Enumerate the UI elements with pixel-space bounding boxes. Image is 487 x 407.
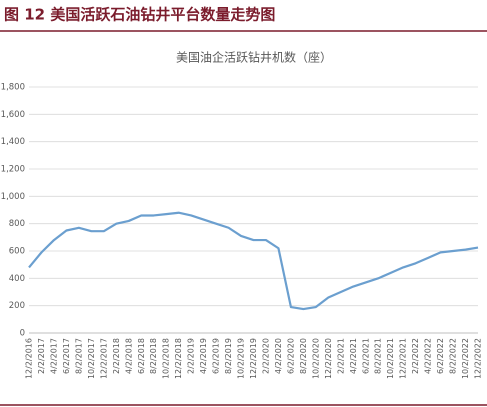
- y-tick-label: 1,800: [1, 83, 25, 93]
- y-tick-label: 800: [9, 219, 25, 229]
- x-tick-label: 8/2/2019: [224, 338, 233, 374]
- x-tick-label: 2/2/2021: [336, 338, 345, 374]
- x-tick-label: 12/2/2021: [399, 338, 408, 379]
- x-tick-label: 6/2/2018: [137, 338, 146, 374]
- x-tick-label: 4/2/2019: [199, 338, 208, 374]
- x-tick-label: 6/2/2019: [212, 338, 221, 374]
- y-tick-label: 1,200: [1, 165, 25, 175]
- x-tick-label: 10/2/2021: [386, 338, 395, 379]
- x-tick-label: 12/2/2020: [324, 338, 333, 379]
- x-tick-label: 12/2/2022: [474, 338, 483, 379]
- chart-title: 美国油企活跃钻井机数（座）: [176, 50, 332, 65]
- x-tick-label: 10/2/2019: [237, 338, 246, 379]
- figure-title: 图 12 美国活跃石油钻井平台数量走势图: [4, 6, 275, 24]
- y-tick-label: 200: [9, 301, 25, 311]
- x-tick-label: 10/2/2018: [162, 338, 171, 379]
- x-tick-label: 2/2/2020: [261, 338, 270, 374]
- x-tick-label: 4/2/2022: [424, 338, 433, 374]
- x-tick-label: 8/2/2022: [449, 338, 458, 374]
- x-tick-label: 4/2/2020: [274, 338, 283, 374]
- data-line: [28, 211, 479, 311]
- x-tick-label: 8/2/2020: [299, 338, 308, 374]
- x-tick-label: 6/2/2022: [436, 338, 445, 374]
- x-tick-label: 2/2/2017: [37, 338, 46, 374]
- y-tick-label: 1,400: [1, 137, 25, 147]
- y-tick-label: 1,000: [1, 192, 25, 202]
- x-tick-label: 8/2/2017: [74, 338, 83, 374]
- x-tick-label: 6/2/2020: [286, 338, 295, 374]
- x-tick-label: 2/2/2022: [411, 338, 420, 374]
- y-tick-label: 0: [20, 329, 25, 339]
- x-tick-label: 12/2/2016: [25, 338, 34, 379]
- x-tick-label: 6/2/2021: [361, 338, 370, 374]
- x-tick-label: 10/2/2022: [461, 338, 470, 379]
- x-tick-label: 4/2/2017: [49, 338, 58, 374]
- x-tick-label: 12/2/2019: [249, 338, 258, 379]
- y-tick-label: 600: [9, 247, 25, 257]
- x-tick-label: 2/2/2019: [187, 338, 196, 374]
- y-tick-label: 1,600: [1, 110, 25, 120]
- x-tick-label: 8/2/2018: [149, 338, 158, 374]
- x-tick-label: 10/2/2017: [87, 338, 96, 379]
- x-tick-label: 4/2/2021: [349, 338, 358, 374]
- x-tick-label: 6/2/2017: [62, 338, 71, 374]
- x-tick-label: 4/2/2018: [124, 338, 133, 374]
- y-tick-label: 400: [9, 274, 25, 284]
- x-tick-label: 12/2/2018: [174, 338, 183, 379]
- x-tick-label: 2/2/2018: [112, 338, 121, 374]
- x-tick-label: 10/2/2020: [311, 338, 320, 379]
- x-tick-label: 8/2/2021: [374, 338, 383, 374]
- x-tick-label: 12/2/2017: [99, 338, 108, 379]
